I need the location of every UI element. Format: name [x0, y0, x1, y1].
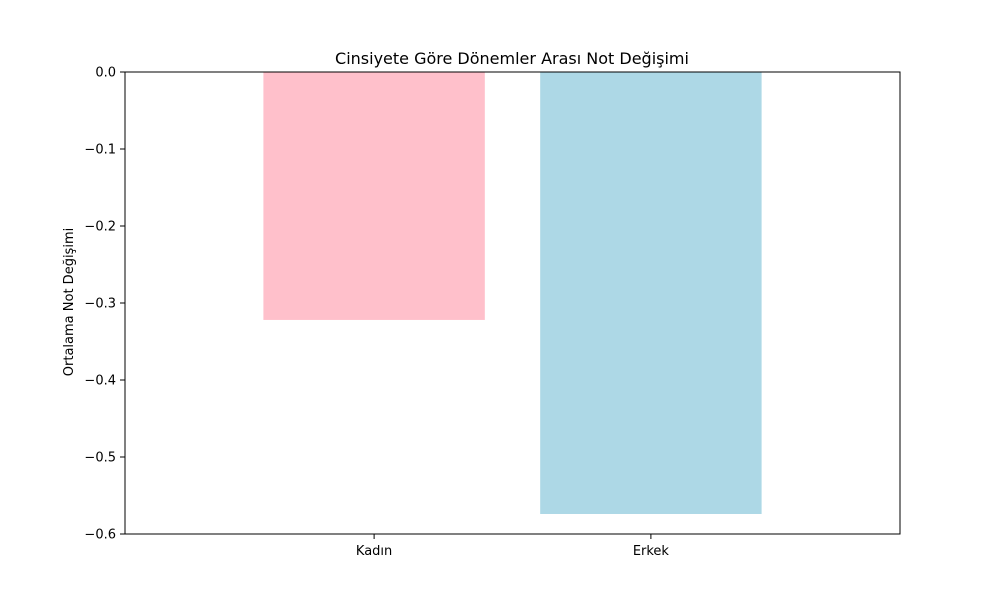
y-tick-label: −0.1 — [84, 143, 116, 158]
y-tick-label: −0.5 — [84, 451, 116, 466]
bar-1 — [540, 72, 762, 514]
chart-title: Cinsiyete Göre Dönemler Arası Not Değişi… — [335, 49, 689, 68]
y-tick-label: −0.4 — [84, 374, 116, 389]
y-axis-label: Ortalama Not Değişimi — [62, 228, 77, 376]
y-tick-label: −0.6 — [84, 528, 116, 543]
x-tick-label: Kadın — [356, 544, 392, 559]
plot-frame — [124, 71, 901, 535]
axes-layer: Kadın Erkek 0.0 −0.1 −0.2 −0.3 −0.4 −0.5 −0.6 — [84, 66, 669, 560]
y-tick-label: −0.3 — [84, 297, 116, 312]
bar-0 — [263, 72, 485, 320]
y-tick-label: 0.0 — [95, 66, 116, 81]
x-tick-label: Erkek — [633, 544, 670, 559]
bars-layer — [263, 72, 762, 514]
y-tick-label: −0.2 — [84, 220, 116, 235]
